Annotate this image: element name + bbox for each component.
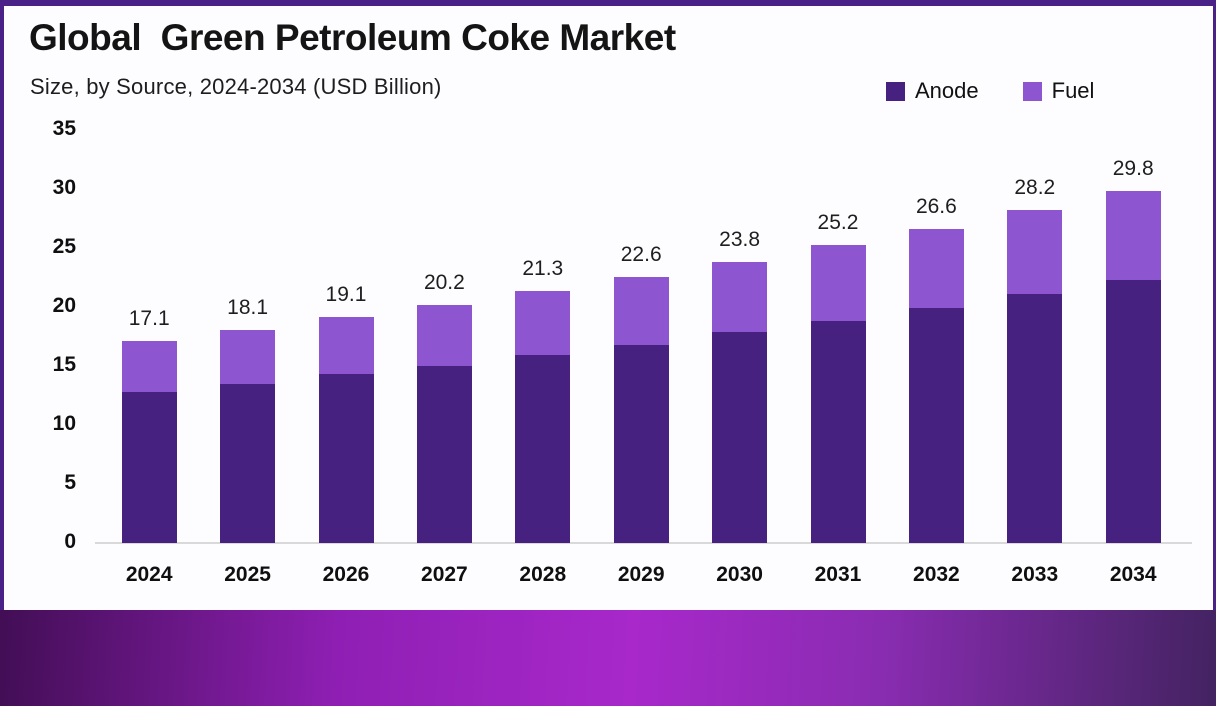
y-axis-tick-label: 10	[52, 412, 76, 435]
bar-2025	[220, 330, 276, 543]
frame-border-left	[0, 0, 4, 640]
frame-border-top	[0, 0, 1216, 6]
bar-2027	[416, 305, 472, 543]
bar-total-label: 21.3	[522, 257, 564, 280]
bar-segment-anode	[416, 366, 472, 543]
y-axis-tick-label: 20	[52, 294, 76, 317]
bar-2029	[613, 277, 669, 543]
fuel-swatch-icon	[1022, 81, 1042, 101]
bar-2024	[121, 341, 177, 543]
footer-banner: The Market will Grow At the CAGR of: 5.7…	[0, 610, 1216, 706]
bar-total-label: 20.2	[423, 271, 465, 294]
y-axis-tick-label: 35	[52, 117, 76, 140]
x-axis-label: 2032	[913, 563, 960, 586]
x-axis-label: 2033	[1011, 563, 1059, 586]
bar-segment-fuel	[613, 277, 669, 345]
bar-total-label: 19.1	[325, 283, 367, 306]
page-subtitle: Size, by Source, 2024-2034 (USD Billion)	[30, 74, 442, 99]
bar-2033	[1007, 210, 1063, 543]
bar-total-label: 23.8	[719, 228, 761, 251]
frame-border-right	[1213, 0, 1216, 640]
bar-segment-fuel	[220, 330, 276, 384]
bar-segment-anode	[810, 321, 866, 543]
bar-segment-anode	[220, 384, 276, 543]
legend-item-anode: Anode	[886, 78, 979, 104]
x-axis-label: 2025	[224, 563, 271, 586]
bar-total-label: 22.6	[620, 243, 662, 266]
bar-segment-fuel	[810, 245, 866, 321]
bar-segment-anode	[613, 345, 669, 543]
x-axis-label: 2028	[519, 563, 567, 586]
x-axis-line	[95, 542, 1192, 544]
bar-2030	[712, 262, 768, 543]
bar-segment-anode	[712, 332, 768, 543]
bar-segment-fuel	[318, 317, 374, 374]
bar-segment-fuel	[908, 229, 964, 308]
x-axis-label: 2031	[814, 563, 862, 586]
bar-2026	[318, 317, 374, 543]
bar-total-label: 28.2	[1014, 176, 1056, 199]
bar-2032	[908, 229, 964, 543]
legend-label-anode: Anode	[915, 78, 979, 103]
y-axis-tick-label: 30	[52, 176, 76, 199]
bar-2031	[810, 245, 866, 543]
bar-segment-anode	[515, 355, 571, 543]
bar-2034	[1105, 191, 1161, 543]
bar-total-label: 26.6	[915, 195, 957, 218]
legend-item-fuel: Fuel	[1022, 78, 1095, 104]
x-axis-label: 2029	[617, 563, 665, 586]
bar-segment-anode	[1007, 294, 1063, 543]
bar-segment-anode	[318, 374, 374, 543]
y-axis-tick-label: 5	[64, 471, 76, 494]
x-axis-label: 2030	[716, 563, 763, 586]
bar-2028	[515, 291, 571, 543]
y-axis-tick-label: 0	[64, 530, 76, 553]
bar-total-label: 29.8	[1112, 157, 1154, 180]
bar-segment-anode	[1105, 280, 1161, 543]
bar-segment-fuel	[121, 341, 177, 392]
bar-total-label: 18.1	[227, 296, 269, 319]
legend-label-fuel: Fuel	[1051, 78, 1095, 103]
bar-segment-anode	[908, 308, 964, 543]
bar-segment-fuel	[515, 291, 571, 355]
bar-total-label: 25.2	[817, 211, 859, 234]
x-axis-label: 2034	[1109, 563, 1157, 586]
chart-legend: Anode Fuel	[886, 78, 1094, 104]
anode-swatch-icon	[886, 81, 905, 101]
bar-segment-fuel	[416, 305, 472, 366]
page-title: Global Green Petroleum Coke Market	[29, 17, 676, 58]
x-axis-label: 2024	[125, 563, 173, 586]
bar-total-label: 17.1	[128, 307, 170, 330]
x-axis-label: 2027	[421, 563, 468, 586]
y-axis-tick-label: 25	[52, 235, 76, 258]
bar-segment-fuel	[712, 262, 768, 332]
bar-segment-fuel	[1105, 191, 1161, 280]
bar-segment-fuel	[1007, 210, 1063, 294]
y-axis-tick-label: 15	[52, 353, 76, 376]
x-axis-label: 2026	[322, 563, 370, 586]
bar-segment-anode	[121, 392, 177, 543]
